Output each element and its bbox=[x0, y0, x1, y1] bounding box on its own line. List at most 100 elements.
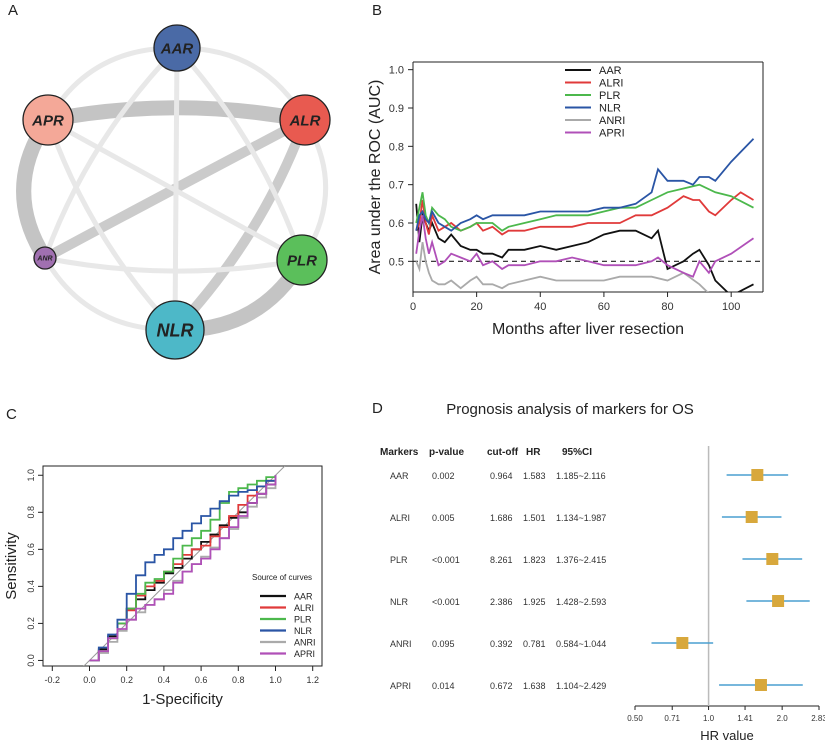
row-hr-aar: 1.583 bbox=[523, 471, 546, 481]
edge-aar-anr bbox=[42, 45, 180, 261]
edge-aar-plr bbox=[174, 45, 305, 263]
series-line-anri bbox=[415, 242, 709, 292]
network-edges bbox=[16, 45, 329, 338]
y-tick-label: 0.8 bbox=[389, 141, 404, 153]
panel-a-label: A bbox=[8, 2, 19, 19]
panel-c-label: C bbox=[6, 406, 17, 423]
x-tick-label: 1.2 bbox=[306, 675, 319, 685]
row-marker-apri: APRI bbox=[390, 681, 411, 691]
series-line-aar bbox=[415, 203, 754, 292]
row-p-value-plr: <0.001 bbox=[432, 555, 460, 565]
x-axis-title: Months after liver resection bbox=[492, 321, 684, 338]
legend-label-alri: ALRI bbox=[599, 78, 623, 90]
row-ci-anri: 0.584~1.044 bbox=[556, 639, 606, 649]
series-line-plr bbox=[415, 183, 754, 232]
y-tick-label: 0.6 bbox=[26, 543, 36, 556]
node-aar bbox=[153, 24, 201, 72]
node-label-apr: APR bbox=[31, 112, 64, 129]
hr-box-alri bbox=[745, 511, 758, 523]
column-header-markers: Markers bbox=[380, 447, 419, 458]
row-marker-nlr: NLR bbox=[390, 597, 409, 607]
row-cutoff-apri: 0.672 bbox=[490, 681, 513, 691]
edge-aar-nlr bbox=[172, 45, 180, 333]
roc-curve-chart: 0.0 0.2 0.4 0.6 0.8 1.0 -0.2 0.0 0.2 0.4 0.6 0.8 1.0… bbox=[3, 465, 323, 708]
hr-box-plr bbox=[766, 553, 779, 565]
row-hr-alri: 1.501 bbox=[523, 513, 546, 523]
edge-apr-nlr bbox=[45, 117, 178, 333]
x-tick-label: 0.71 bbox=[664, 714, 680, 723]
node-anr bbox=[33, 246, 57, 270]
row-cutoff-plr: 8.261 bbox=[490, 555, 513, 565]
x-tick-label: 0.50 bbox=[627, 714, 643, 723]
series-group bbox=[413, 138, 763, 292]
y-tick-label: 1.0 bbox=[26, 469, 36, 482]
row-cutoff-alri: 1.686 bbox=[490, 513, 513, 523]
panel-d-label: D bbox=[372, 400, 383, 417]
node-label-anr: ANR bbox=[36, 255, 52, 262]
x-tick-label: 80 bbox=[661, 301, 673, 313]
column-header-cut-off: cut-off bbox=[487, 447, 519, 458]
y-tick-label: 0.4 bbox=[26, 580, 36, 593]
row-marker-alri: ALRI bbox=[390, 513, 410, 523]
row-p-value-nlr: <0.001 bbox=[432, 597, 460, 607]
row-cutoff-nlr: 2.386 bbox=[490, 597, 513, 607]
y-tick-label: 0.9 bbox=[389, 103, 404, 115]
row-hr-plr: 1.823 bbox=[523, 555, 546, 565]
y-axis-title: Sensitivity bbox=[3, 532, 20, 600]
node-label-aar: AAR bbox=[160, 40, 194, 57]
row-marker-aar: AAR bbox=[390, 471, 409, 481]
network-nodes: AAR ALR PLR NLR ANR APR bbox=[22, 24, 331, 360]
y-tick-label: 0.6 bbox=[389, 218, 404, 230]
hr-box-aar bbox=[751, 469, 764, 481]
legend-label-plr: PLR bbox=[294, 615, 312, 625]
x-tick-label: 0 bbox=[410, 301, 416, 313]
series-line-apri bbox=[415, 215, 755, 278]
row-hr-apri: 1.638 bbox=[523, 681, 546, 691]
roc-curve-plr bbox=[89, 475, 277, 662]
network-diagram: AAR ALR PLR NLR ANR APR bbox=[16, 24, 331, 360]
y-tick-label: 0.0 bbox=[26, 654, 36, 667]
x-tick-label: 1.0 bbox=[703, 714, 715, 723]
series-group bbox=[83, 466, 286, 666]
legend-label-alri: ALRI bbox=[294, 603, 314, 613]
series-line-nlr bbox=[415, 138, 755, 232]
row-marker-plr: PLR bbox=[390, 555, 408, 565]
x-tick-label: 0.4 bbox=[158, 675, 171, 685]
x-axis-title: 1-Specificity bbox=[142, 691, 223, 708]
x-tick-label: 0.8 bbox=[232, 675, 245, 685]
legend-label-aar: AAR bbox=[294, 592, 313, 602]
x-tick-label: 1.0 bbox=[269, 675, 282, 685]
x-tick-label: 20 bbox=[471, 301, 483, 313]
plot-frame bbox=[42, 465, 323, 667]
legend-label-anri: ANRI bbox=[294, 638, 316, 648]
row-cutoff-aar: 0.964 bbox=[490, 471, 513, 481]
auc-time-chart: 0.5 0.6 0.7 0.8 0.9 1.0 0 20 40 60 80 100 Months aft… bbox=[367, 61, 764, 338]
node-apr bbox=[22, 94, 74, 146]
y-tick-label: 0.7 bbox=[389, 180, 404, 192]
x-tick-label: 1.41 bbox=[737, 714, 753, 723]
row-p-value-alri: 0.005 bbox=[432, 513, 455, 523]
legend-label-apri: APRI bbox=[599, 128, 625, 140]
roc-curve-nlr bbox=[89, 475, 277, 662]
legend-label-anri: ANRI bbox=[599, 115, 625, 127]
x-tick-label: 0.0 bbox=[83, 675, 96, 685]
row-marker-anri: ANRI bbox=[390, 639, 412, 649]
x-tick-label: -0.2 bbox=[45, 675, 61, 685]
series-line-alri bbox=[415, 191, 754, 236]
edge-anr-plr bbox=[42, 255, 305, 274]
y-tick-label: 0.5 bbox=[389, 256, 404, 268]
y-tick-label: 0.8 bbox=[26, 506, 36, 519]
row-p-value-apri: 0.014 bbox=[432, 681, 455, 691]
column-header-p-value: p-value bbox=[429, 447, 464, 458]
column-header-hr: HR bbox=[526, 447, 541, 458]
node-nlr bbox=[145, 300, 205, 360]
row-ci-aar: 1.185~2.116 bbox=[556, 471, 606, 481]
hr-box-nlr bbox=[772, 595, 785, 607]
node-plr bbox=[276, 234, 328, 286]
node-label-plr: PLR bbox=[287, 252, 317, 269]
legend-label-nlr: NLR bbox=[599, 103, 621, 115]
row-hr-anri: 0.781 bbox=[523, 639, 546, 649]
legend-label-apri: APRI bbox=[294, 649, 315, 659]
column-header-95-ci: 95%CI bbox=[562, 447, 592, 458]
row-hr-nlr: 1.925 bbox=[523, 597, 546, 607]
